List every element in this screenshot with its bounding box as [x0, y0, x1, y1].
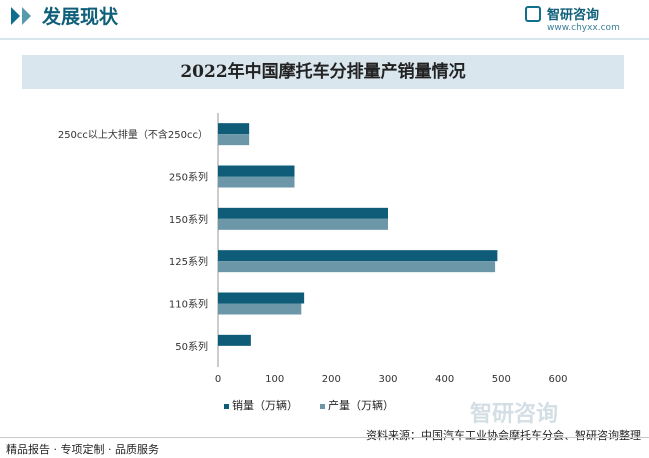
x-tick-label: 0	[215, 374, 221, 385]
chart-title-band: 2022年中国摩托车分排量产销量情况	[22, 55, 624, 89]
x-tick-label: 300	[378, 374, 397, 385]
bar-production	[218, 218, 388, 230]
brand-logo: 智研咨询 www.chyxx.com	[525, 4, 635, 38]
chart-legend: 销量（万辆） 产量（万辆）	[0, 397, 649, 413]
chart-title: 2022年中国摩托车分排量产销量情况	[180, 62, 466, 82]
chevron-icon	[11, 7, 20, 25]
source-note: 资料来源：中国汽车工业协会摩托车分会、智研咨询整理	[366, 429, 641, 442]
category-label: 150系列	[169, 213, 208, 226]
legend-item-production: 产量（万辆）	[320, 397, 394, 413]
x-tick-label: 100	[265, 374, 284, 385]
legend-item-sales: 销量（万辆）	[224, 397, 298, 413]
bar-sales	[218, 250, 498, 262]
x-tick-label: 500	[492, 374, 511, 385]
category-label: 250系列	[169, 171, 208, 184]
top-bar: 发展现状 智研咨询 www.chyxx.com	[0, 0, 649, 33]
watermark-logo: 智研咨询	[470, 402, 559, 427]
footer-tagline: 精品报告 · 专项定制 · 品质服务	[6, 443, 159, 456]
footer-divider	[0, 437, 649, 438]
bar-sales	[218, 123, 250, 135]
legend-swatch	[320, 403, 325, 409]
bar-sales	[218, 334, 251, 346]
brand-mark-icon	[525, 6, 541, 22]
x-tick-label: 200	[322, 374, 341, 385]
bar-production	[218, 134, 250, 146]
x-tick-label: 600	[548, 374, 567, 385]
brand-url: www.chyxx.com	[547, 23, 620, 33]
bar-production	[218, 303, 302, 315]
category-label: 125系列	[169, 255, 208, 268]
bar-production	[218, 261, 496, 273]
category-label: 110系列	[169, 298, 208, 311]
category-label: 250cc以上大排量（不含250cc）	[58, 128, 208, 141]
section-title: 发展现状	[42, 6, 119, 28]
legend-label: 销量（万辆）	[232, 399, 298, 412]
x-tick-label: 400	[435, 374, 454, 385]
chevron-icon	[22, 7, 31, 25]
category-label: 50系列	[175, 340, 208, 353]
header-divider	[0, 38, 649, 40]
legend-swatch	[224, 403, 229, 409]
bar-sales	[218, 292, 305, 304]
brand-name: 智研咨询	[547, 8, 600, 23]
bar-sales	[218, 207, 388, 219]
bar-sales	[218, 165, 295, 177]
bar-production	[218, 176, 295, 188]
legend-label: 产量（万辆）	[328, 399, 394, 412]
